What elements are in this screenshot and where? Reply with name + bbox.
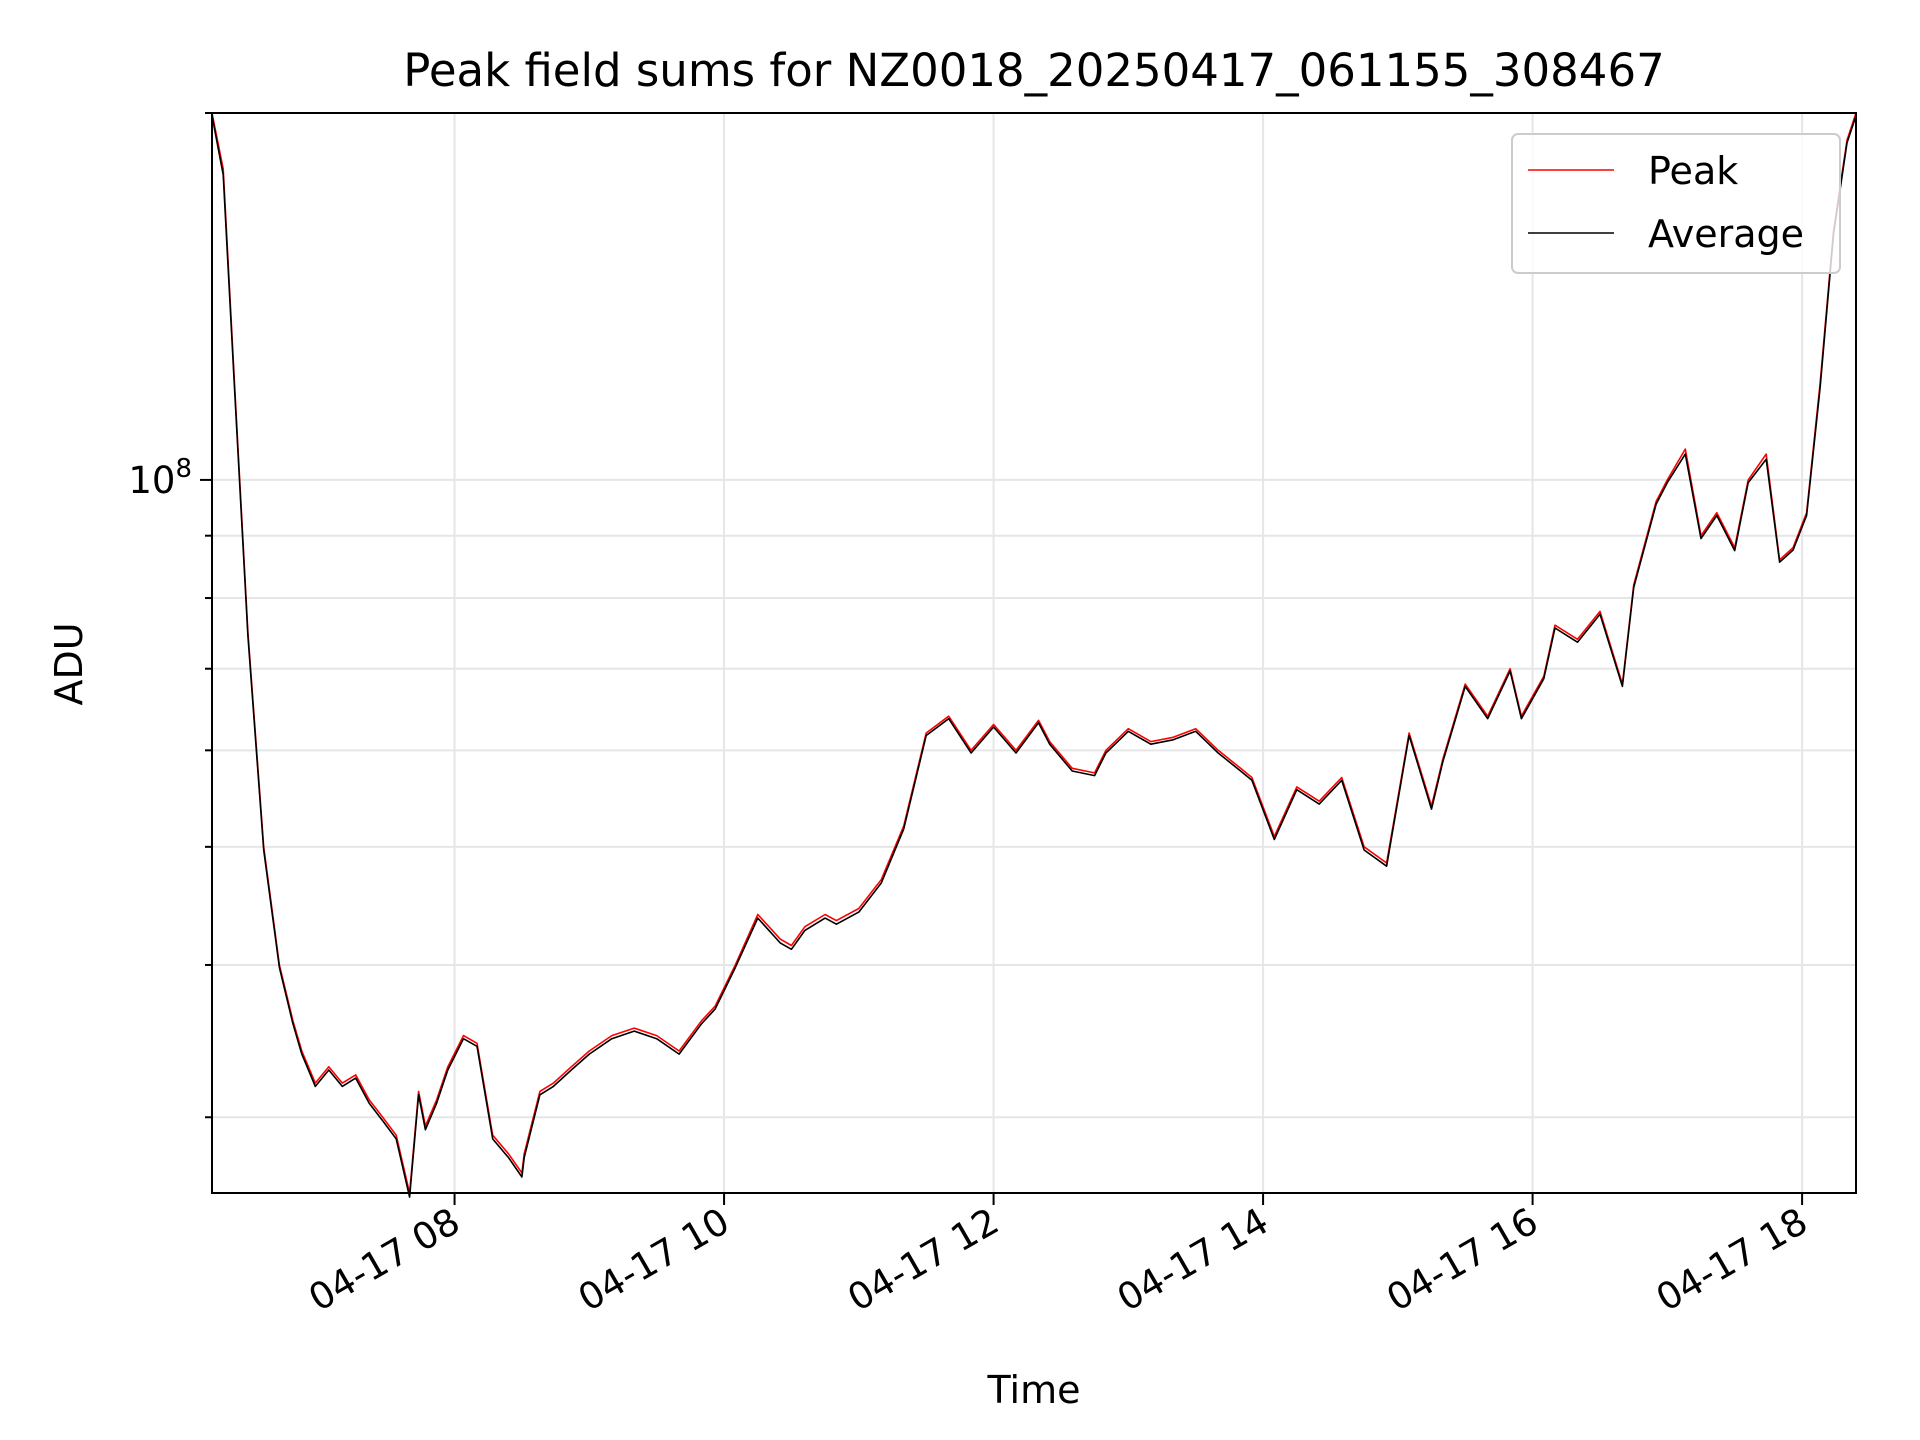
y-axis-label: ADU bbox=[47, 622, 91, 705]
legend: Peak Average bbox=[1511, 133, 1841, 274]
legend-label-average: Average bbox=[1648, 212, 1804, 256]
series-line-average bbox=[211, 115, 1857, 1198]
x-axis-label: Time bbox=[987, 1368, 1081, 1412]
y-tick-label: 108 bbox=[128, 454, 192, 502]
series-layer bbox=[211, 112, 1857, 1198]
legend-box bbox=[1511, 133, 1841, 274]
plot-frame bbox=[211, 112, 1857, 1194]
chart-title: Peak field sums for NZ0018_20250417_0611… bbox=[403, 44, 1664, 97]
legend-label-peak: Peak bbox=[1648, 149, 1738, 193]
